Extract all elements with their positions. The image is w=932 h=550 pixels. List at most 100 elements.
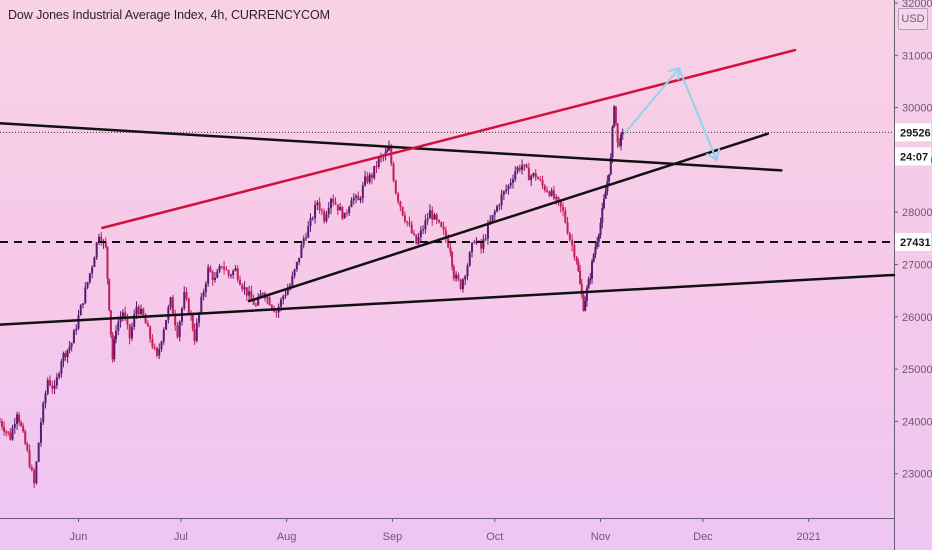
candle-body — [162, 329, 165, 342]
candle-body — [394, 180, 397, 194]
candle-body — [49, 380, 52, 386]
candle-body — [452, 266, 455, 279]
candle-body — [521, 165, 524, 170]
support-trendline[interactable] — [0, 273, 896, 326]
y-tick-label: 27000 — [902, 260, 932, 272]
candle-body — [401, 206, 404, 216]
candle-body — [536, 177, 539, 180]
candle-body — [539, 179, 542, 181]
candle-body — [604, 191, 607, 199]
y-tick-label: 30000 — [902, 103, 932, 115]
candle-body — [341, 206, 344, 219]
candle-body — [187, 298, 190, 314]
currency-button[interactable]: USD — [898, 8, 928, 30]
candle-body — [72, 330, 75, 344]
candle-body — [37, 442, 40, 462]
candle-body — [403, 215, 406, 222]
candle-body — [525, 164, 528, 168]
candle-body — [493, 211, 496, 216]
resistance-trendline[interactable] — [101, 48, 797, 230]
candle-body — [284, 294, 287, 297]
candle-body — [266, 297, 269, 299]
price-axis-panel[interactable] — [894, 0, 932, 550]
candle-body — [108, 278, 111, 311]
candle-body — [491, 215, 494, 221]
candle-body — [348, 207, 351, 214]
candle-body — [51, 385, 54, 389]
candle-body — [589, 278, 592, 280]
candle-body — [614, 106, 617, 124]
candle-body — [601, 208, 604, 223]
candle-body — [419, 230, 422, 238]
candle-body — [516, 167, 519, 172]
candle-body — [457, 274, 460, 280]
candle-body — [399, 201, 402, 207]
y-tick-label: 28000 — [902, 207, 932, 219]
candle-body — [158, 348, 161, 356]
candle-body — [320, 210, 323, 212]
candle-body — [257, 296, 260, 306]
dashed-level-tag-box — [895, 232, 931, 251]
candle-body — [252, 298, 255, 305]
candle-body — [151, 338, 154, 348]
candle-body — [442, 226, 445, 230]
candle-body — [611, 126, 614, 158]
candle-body — [109, 310, 112, 335]
candle-body — [13, 423, 16, 428]
x-tick-label: Jul — [174, 531, 188, 543]
candle-body — [60, 361, 63, 374]
x-tick-label: 2021 — [796, 531, 820, 543]
candle-body — [88, 273, 91, 282]
candle-body — [608, 174, 611, 182]
countdown-tag: 24:07 — [900, 151, 928, 163]
projection-arrow-up-head — [667, 67, 681, 81]
ascending-trendline[interactable] — [247, 132, 769, 303]
y-tick-label: 32000 — [902, 0, 932, 10]
candle-body — [332, 198, 335, 203]
last-price-tag-box — [895, 123, 931, 142]
candle-body — [160, 341, 163, 349]
y-tick-label: 31000 — [902, 50, 932, 62]
candle-body — [26, 443, 29, 451]
candle-body — [20, 422, 23, 427]
candle-body — [295, 262, 298, 270]
candle-body — [505, 189, 508, 192]
candle-body — [68, 346, 71, 350]
candle-body — [585, 288, 588, 301]
candle-body — [18, 414, 21, 423]
candle-body — [130, 326, 133, 339]
candle-body — [46, 380, 49, 394]
candle-body — [93, 257, 96, 268]
candle-body — [435, 214, 438, 220]
candle-body — [336, 204, 339, 211]
candle-body — [408, 222, 411, 225]
candle-body — [368, 174, 371, 183]
candle-body — [552, 190, 555, 199]
candle-body — [24, 431, 27, 444]
candle-body — [548, 191, 551, 196]
candle-body — [511, 179, 514, 183]
candle-body — [584, 300, 587, 311]
candle-body — [307, 225, 310, 238]
candle-body — [304, 237, 307, 239]
candle-body — [415, 234, 418, 244]
candle-body — [111, 334, 114, 360]
candle-body — [216, 271, 219, 278]
y-tick-label: 26000 — [902, 312, 932, 324]
projection-arrow-down-head — [706, 148, 721, 162]
candle-body — [174, 314, 177, 326]
y-tick-label: 24000 — [902, 416, 932, 428]
candle-body — [599, 222, 602, 236]
candle-body — [557, 197, 560, 202]
candle-body — [254, 304, 257, 306]
candle-body — [119, 317, 122, 323]
descending-trendline[interactable] — [0, 122, 783, 172]
candle-body — [97, 236, 100, 243]
candle-body — [243, 287, 246, 290]
candle-body — [229, 275, 232, 277]
candle-body — [428, 210, 431, 219]
candle-body — [417, 237, 420, 244]
candle-body — [468, 252, 471, 266]
